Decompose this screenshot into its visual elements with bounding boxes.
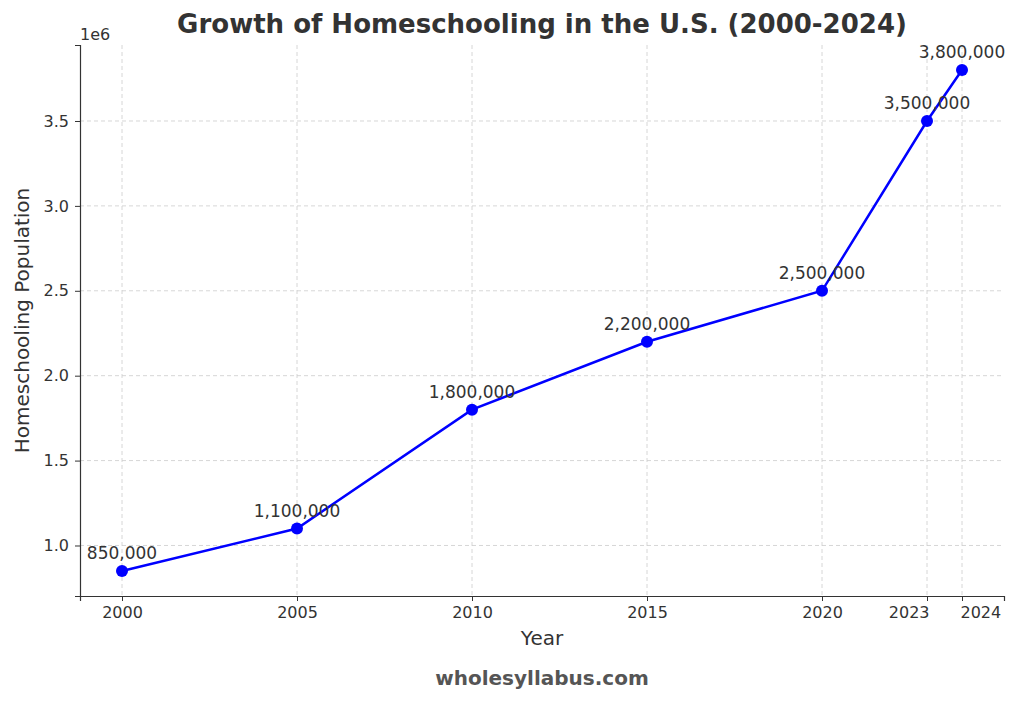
source: wholesyllabus.com: [435, 666, 649, 690]
x-axis-line: [81, 597, 1005, 602]
data-label: 3,500,000: [884, 93, 971, 113]
y-axis-line: [75, 46, 81, 597]
grid: [80, 45, 1004, 596]
x-tick: 2015: [627, 596, 668, 622]
data-label: 1,100,000: [254, 501, 341, 521]
grid-line-y: [80, 375, 1004, 376]
data-point: [956, 64, 968, 76]
grid-line-y: [80, 460, 1004, 461]
data-line: [122, 70, 962, 571]
data-point: [116, 565, 128, 577]
grid-line-x: [472, 45, 473, 596]
x-tick-mark: [927, 596, 928, 601]
x-tick-label: 2020: [802, 603, 843, 622]
data-label: 850,000: [87, 543, 157, 563]
data-label: 1,800,000: [429, 382, 516, 402]
x-tick: 2020: [802, 596, 843, 622]
y-tick-label: 1.0: [44, 536, 69, 555]
grid-line-y: [80, 545, 1004, 546]
y-tick-mark: [75, 291, 80, 292]
plot-area: [116, 64, 968, 577]
x-tick-mark: [647, 596, 648, 601]
x-tick: 2010: [452, 596, 493, 622]
data-point: [641, 336, 653, 348]
y-tick-mark: [75, 121, 80, 122]
y-tick-mark: [75, 461, 80, 462]
y-tick: 3.0: [44, 197, 80, 216]
y-tick-mark: [75, 376, 80, 377]
data-label: 2,200,000: [604, 314, 691, 334]
data-label: 2,500,000: [779, 263, 866, 283]
x-tick-mark: [472, 596, 473, 601]
y-tick-label: 2.0: [44, 366, 69, 385]
y-tick: 2.5: [44, 281, 80, 300]
y-tick-label: 1.5: [44, 451, 69, 470]
grid-line-x: [822, 45, 823, 596]
y-tick: 3.5: [44, 112, 80, 131]
y-tick-label: 3.5: [44, 112, 69, 131]
data-point: [816, 285, 828, 297]
x-tick-label: 2005: [277, 603, 318, 622]
y-tick: 1.0: [44, 536, 80, 555]
x-tick: 2023: [889, 596, 930, 622]
x-tick-label: 2015: [627, 603, 668, 622]
y-tick: 1.5: [44, 451, 80, 470]
title: Growth of Homeschooling in the U.S. (200…: [177, 9, 907, 39]
y-tick-mark: [75, 545, 80, 546]
x-tick: 2024: [961, 596, 1002, 622]
y-multiplier: 1e6: [80, 25, 110, 44]
x-axis-title: Year: [520, 626, 564, 650]
x-tick-label: 2023: [889, 603, 930, 622]
grid-line-y: [80, 120, 1004, 121]
y-tick-label: 2.5: [44, 281, 69, 300]
x-tick-mark: [822, 596, 823, 601]
x-tick: 2000: [102, 596, 143, 622]
y-tick-label: 3.0: [44, 197, 69, 216]
data-point: [291, 523, 303, 535]
chart: 2000 2005 2010 2015 2020 2023 2024 1.0 1.5 2.0 2.5…: [0, 0, 1024, 702]
data-point: [921, 115, 933, 127]
x-tick-mark: [962, 596, 963, 601]
data-labels: 850,000 1,100,000 1,800,000 2,200,000 2,500,…: [87, 42, 1005, 563]
data-label: 3,800,000: [919, 42, 1006, 62]
grid-line-x: [927, 45, 928, 596]
y-axis-title: Homeschooling Population: [10, 188, 34, 454]
y-axis: 1.0 1.5 2.0 2.5 3.0 3.5: [44, 46, 81, 597]
y-tick-mark: [75, 206, 80, 207]
y-tick: 2.0: [44, 366, 80, 385]
x-tick-mark: [122, 596, 123, 601]
x-tick-mark: [297, 596, 298, 601]
x-tick: 2005: [277, 596, 318, 622]
x-tick-label: 2010: [452, 603, 493, 622]
grid-line-x: [962, 45, 963, 596]
grid-line-x: [122, 45, 123, 596]
x-tick-label: 2000: [102, 603, 143, 622]
x-axis: 2000 2005 2010 2015 2020 2023 2024: [81, 596, 1005, 622]
x-tick-label: 2024: [961, 603, 1002, 622]
grid-line-y: [80, 205, 1004, 206]
grid-line-y: [80, 290, 1004, 291]
data-point: [466, 404, 478, 416]
